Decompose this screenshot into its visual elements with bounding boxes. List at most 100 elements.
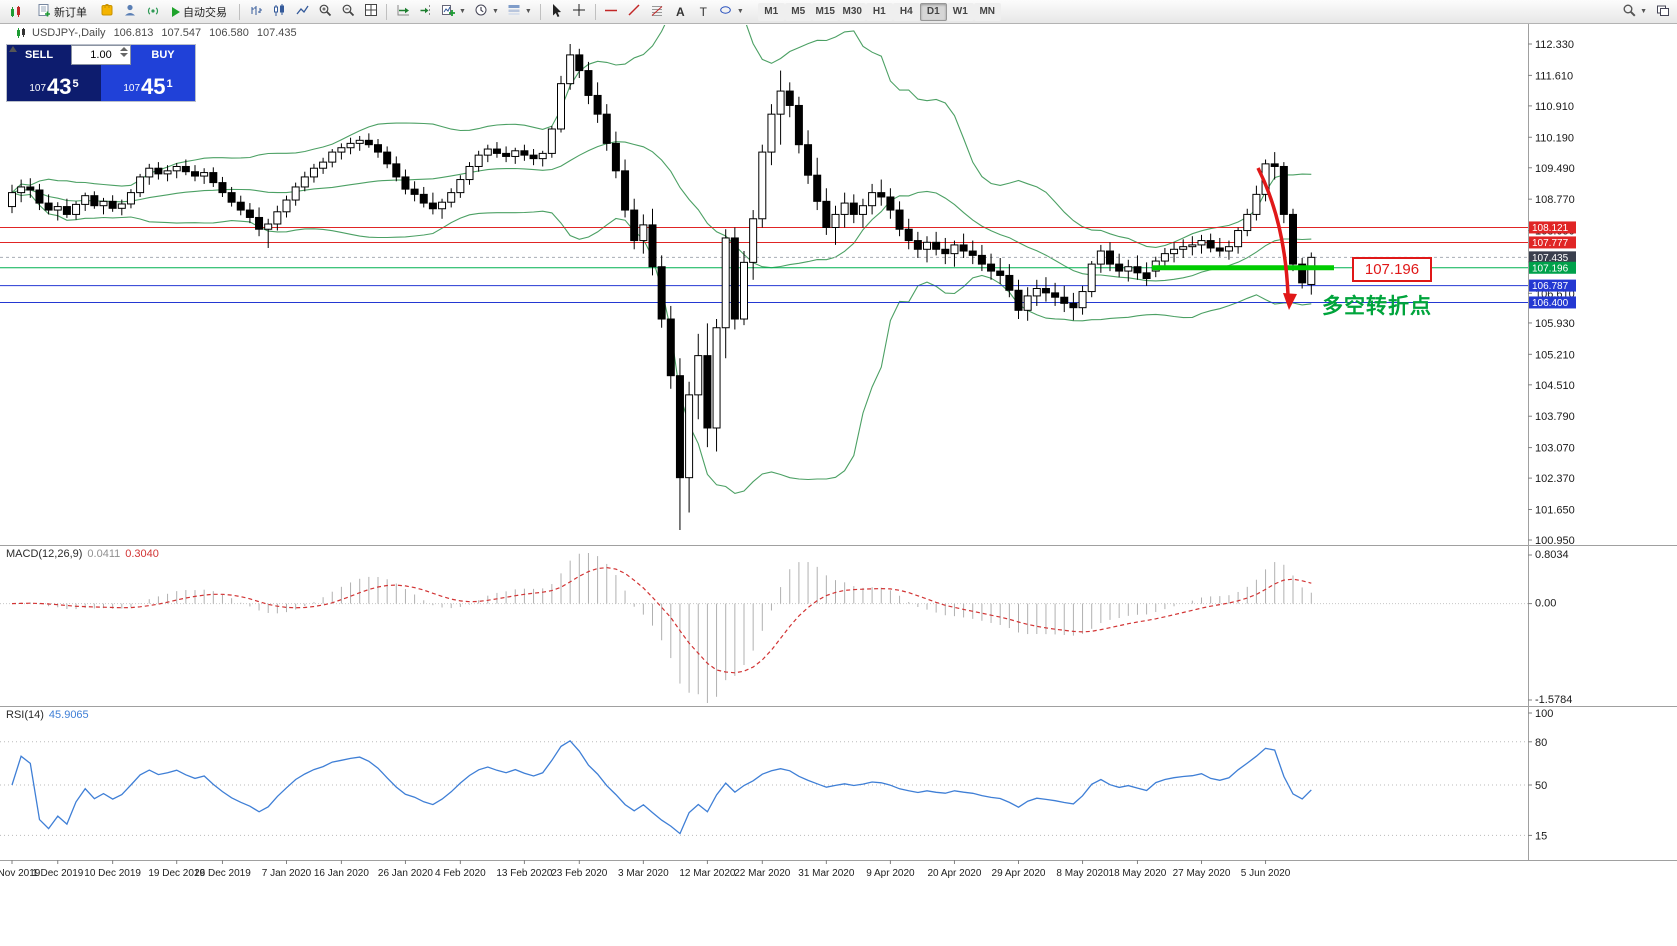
timeframe-button-M15[interactable]: M15 <box>811 2 839 21</box>
autotrading-button[interactable]: 自动交易 <box>164 2 235 22</box>
price-axis[interactable]: 112.330 111.610 110.910 110.190 109.490 108.7… <box>1528 39 1575 547</box>
support-price-box[interactable]: 107.196 <box>1352 257 1432 282</box>
svg-text:103.790: 103.790 <box>1535 411 1575 423</box>
svg-text:106.787: 106.787 <box>1532 281 1569 292</box>
date-label: 9 Apr 2020 <box>866 868 915 879</box>
auto-scroll-button[interactable] <box>391 2 414 22</box>
sell-price[interactable]: 107 43 5 <box>7 65 101 101</box>
rsi-scale-label: 80 <box>1535 737 1547 749</box>
tile-windows-button[interactable] <box>359 2 382 22</box>
sell-price-point: 5 <box>72 78 79 90</box>
svg-text:110.910: 110.910 <box>1535 101 1574 113</box>
macd-label: MACD(12,26,9) 0.0411 0.3040 <box>6 548 159 560</box>
rsi-name: RSI(14) <box>6 709 44 721</box>
market-button[interactable] <box>95 2 118 22</box>
rsi-scale-label: 50 <box>1535 780 1547 792</box>
svg-text:112.330: 112.330 <box>1535 39 1574 51</box>
rsi-line <box>11 739 1312 835</box>
timeframe-button-D1[interactable]: D1 <box>919 2 947 21</box>
high-value: 107.547 <box>161 27 202 39</box>
shapes-icon <box>719 3 733 20</box>
symbol-period-label: USDJPY-,Daily <box>32 27 106 39</box>
buy-price-figure: 107 <box>123 83 141 94</box>
crosshair-button[interactable] <box>568 2 591 22</box>
buy-price-point: 1 <box>166 78 173 90</box>
chart-window-icon <box>3 1 29 23</box>
chevron-down-icon: ▼ <box>1640 8 1647 15</box>
autotrading-label: 自动交易 <box>183 6 227 19</box>
svg-text:108.121: 108.121 <box>1532 223 1569 234</box>
macd-signal-value: 0.3040 <box>125 548 159 560</box>
line-chart-button[interactable] <box>290 2 313 22</box>
timeframe-button-W1[interactable]: W1 <box>946 2 974 21</box>
date-label: 4 Feb 2020 <box>435 868 486 879</box>
horizontal-line-button[interactable] <box>600 2 623 22</box>
svg-text:105.930: 105.930 <box>1535 318 1575 330</box>
toolbar-separator <box>539 3 541 20</box>
candles-chart-icon <box>272 3 286 20</box>
candles-chart-button[interactable] <box>267 2 290 22</box>
svg-text:109.490: 109.490 <box>1535 163 1575 175</box>
layouts-button[interactable] <box>1651 2 1674 22</box>
bars-chart-button[interactable] <box>244 2 267 22</box>
periods-button[interactable]: ▼ <box>470 2 503 22</box>
buy-button[interactable]: BUY <box>131 45 195 65</box>
zoom-in-button[interactable] <box>313 2 336 22</box>
toolbar-separator <box>239 3 240 20</box>
oct-collapse-icon[interactable] <box>9 46 17 52</box>
timeframe-button-H1[interactable]: H1 <box>865 2 893 21</box>
date-label: 26 Jan 2020 <box>378 868 433 879</box>
date-label: 8 May 2020 <box>1056 868 1109 879</box>
chart-title: USDJPY-,Daily 106.813 107.547 106.580 10… <box>16 27 299 39</box>
sell-price-pips: 43 <box>47 74 72 99</box>
chart-shift-button[interactable] <box>414 2 437 22</box>
signals-button[interactable] <box>141 2 164 22</box>
new-order-button[interactable]: 新订单 <box>29 2 95 22</box>
date-label: 7 Jan 2020 <box>262 868 312 879</box>
community-button[interactable] <box>118 2 141 22</box>
new-chart-button[interactable]: ▼ <box>437 2 470 22</box>
date-label: 16 Jan 2020 <box>314 868 369 879</box>
shapes-button[interactable]: ▼ <box>715 2 748 22</box>
zoom-out-button[interactable] <box>336 2 359 22</box>
new-chart-icon <box>441 3 455 20</box>
volume-down-icon[interactable] <box>120 53 128 57</box>
timeframe-button-H4[interactable]: H4 <box>892 2 920 21</box>
candlestick-series <box>8 44 1316 530</box>
search-button[interactable]: ▼ <box>1618 2 1651 22</box>
timeframe-button-M30[interactable]: M30 <box>838 2 866 21</box>
macd-scale-label: 0.8034 <box>1535 549 1569 561</box>
horizontal-line-objects[interactable] <box>0 226 1528 303</box>
auto-scroll-icon <box>396 3 410 20</box>
volume-up-icon[interactable] <box>120 47 128 51</box>
buy-price[interactable]: 107 45 1 <box>101 65 195 101</box>
fibonacci-button[interactable] <box>646 2 669 22</box>
rsi-panel <box>0 739 1528 836</box>
low-value: 106.580 <box>209 27 249 39</box>
label-tool-button[interactable]: T <box>692 2 715 22</box>
new-order-label: 新订单 <box>54 6 87 19</box>
trendline-button[interactable] <box>623 2 646 22</box>
zoom-out-icon <box>341 3 355 20</box>
rsi-value: 45.9065 <box>48 709 89 721</box>
svg-text:102.370: 102.370 <box>1535 473 1575 485</box>
svg-text:106.400: 106.400 <box>1532 298 1569 309</box>
sell-arrow[interactable] <box>1256 167 1297 310</box>
volume-field[interactable]: 1.00 <box>71 45 131 65</box>
sell-button[interactable]: SELL <box>7 45 71 65</box>
timeframe-button-M1[interactable]: M1 <box>757 2 785 21</box>
svg-text:108.770: 108.770 <box>1535 194 1575 206</box>
timeframe-button-M5[interactable]: M5 <box>784 2 812 21</box>
close-value: 107.435 <box>256 27 297 39</box>
svg-text:103.070: 103.070 <box>1535 443 1575 455</box>
cursor-button[interactable] <box>545 2 568 22</box>
new-order-icon <box>37 3 51 20</box>
timeframe-button-MN[interactable]: MN <box>973 2 1001 21</box>
templates-button[interactable]: ▼ <box>503 2 536 22</box>
turning-point-text[interactable]: 多空转折点 <box>1322 295 1432 318</box>
text-tool-button[interactable]: A <box>669 2 692 22</box>
community-icon <box>123 3 137 20</box>
chart-shift-icon <box>419 3 433 20</box>
